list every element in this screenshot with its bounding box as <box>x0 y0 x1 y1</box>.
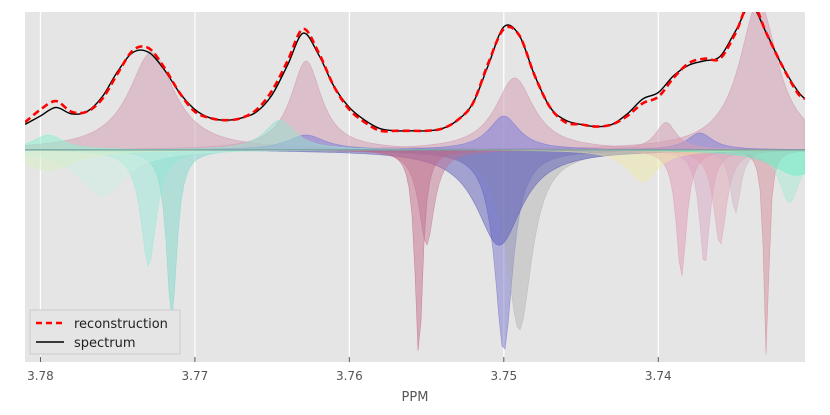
x-tick-labels: 3.78 3.77 3.76 3.75 3.74 <box>27 369 672 383</box>
x-tick-label-1: 3.77 <box>182 369 209 383</box>
x-tick-label-3: 3.75 <box>490 369 517 383</box>
legend-spectrum-label: spectrum <box>74 336 136 351</box>
legend: reconstruction spectrum <box>29 309 181 355</box>
x-tick-label-0: 3.78 <box>27 369 54 383</box>
series-lines <box>25 12 805 133</box>
x-tick-label-4: 3.74 <box>645 369 672 383</box>
legend-reconstruction-label: reconstruction <box>74 317 168 332</box>
series-line-reconstruction <box>25 12 805 133</box>
negative-component-2 <box>25 149 805 246</box>
legend-box <box>29 309 181 355</box>
positive-components <box>25 12 805 151</box>
x-tick-label-2: 3.76 <box>336 369 363 383</box>
x-axis-label: PPM <box>402 390 429 405</box>
grid-lines <box>39 12 659 362</box>
